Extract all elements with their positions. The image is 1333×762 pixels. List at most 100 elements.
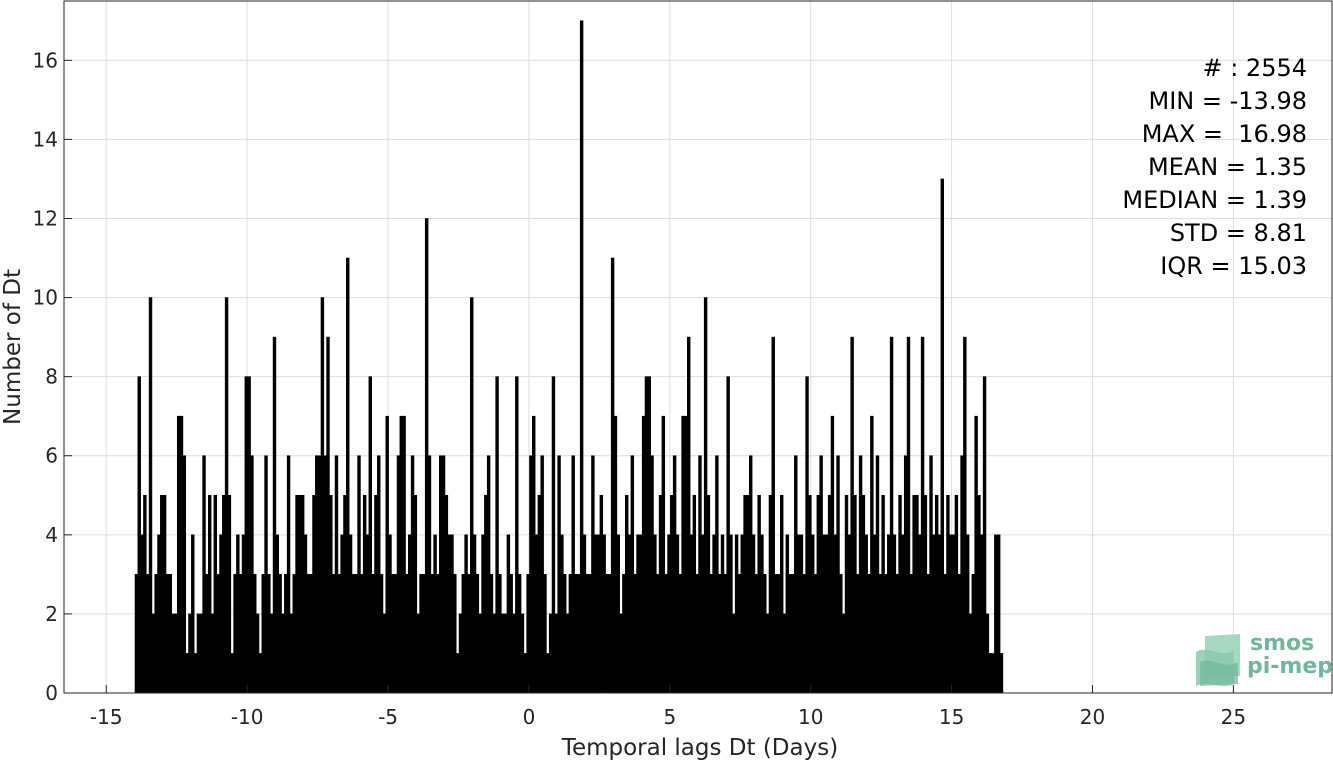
- histogram-bar: [157, 534, 161, 694]
- histogram-bar: [470, 297, 474, 694]
- histogram-bar: [729, 534, 733, 694]
- histogram-bar: [808, 494, 812, 694]
- histogram-bar: [788, 574, 792, 694]
- histogram-bar: [791, 574, 795, 694]
- logo-wave-icon: [1196, 634, 1240, 686]
- histogram-bar: [918, 534, 922, 694]
- histogram-bar: [698, 455, 702, 694]
- x-axis-label: Temporal lags Dt (Days): [561, 735, 838, 761]
- histogram-bar: [639, 534, 643, 694]
- histogram-bar: [300, 494, 305, 694]
- histogram-bar: [844, 494, 849, 694]
- histogram-bar: [633, 574, 637, 694]
- histogram-bar: [926, 574, 930, 694]
- histogram-bar: [588, 574, 592, 694]
- histogram-bar: [137, 376, 141, 694]
- histogram-bar: [523, 653, 527, 694]
- histogram-bar: [887, 534, 891, 694]
- histogram-bar: [145, 574, 150, 694]
- histogram-bar: [475, 574, 480, 694]
- histogram-bar: [478, 613, 482, 694]
- x-tick-label: 25: [1221, 705, 1246, 729]
- histogram-bar: [670, 494, 674, 694]
- histogram-bar: [672, 455, 677, 694]
- histogram-bar: [326, 336, 330, 694]
- histogram-bar: [937, 534, 942, 694]
- histogram-bar: [207, 494, 212, 694]
- histogram-bar: [977, 494, 981, 694]
- histogram-bar: [653, 534, 657, 694]
- histogram-bar: [985, 613, 990, 694]
- x-tick-label: 20: [1080, 705, 1105, 729]
- histogram-bar: [991, 653, 995, 694]
- histogram-bar: [455, 653, 460, 694]
- histogram-bar: [379, 574, 384, 694]
- histogram-bar: [734, 534, 739, 694]
- histogram-bar: [858, 455, 863, 694]
- histogram-bar: [748, 455, 753, 694]
- histogram-bar: [954, 494, 959, 694]
- histogram-bar: [619, 613, 623, 694]
- histogram-bar: [847, 534, 852, 694]
- histogram-bar: [605, 574, 609, 694]
- histogram-bar: [726, 376, 730, 694]
- histogram-bar: [813, 574, 818, 694]
- histogram-bar: [464, 534, 468, 694]
- histogram-bar: [439, 455, 443, 694]
- histogram-bar: [715, 455, 719, 694]
- histogram-bar: [841, 613, 846, 694]
- histogram-bar: [357, 455, 361, 694]
- histogram-bar: [613, 415, 618, 694]
- x-tick-label: -5: [378, 705, 398, 729]
- histogram-bar: [661, 415, 666, 694]
- histogram-bar: [191, 534, 195, 694]
- histogram-bar: [822, 534, 826, 694]
- histogram-bar: [247, 376, 251, 694]
- x-axis-ticks: -15 -10 -5 0 5 10 15 20 25: [90, 685, 1246, 729]
- y-tick-label: 8: [45, 365, 58, 389]
- histogram-bar: [968, 613, 973, 694]
- histogram-bar: [743, 494, 747, 694]
- histogram-bar: [529, 455, 533, 694]
- histogram-bar: [861, 494, 866, 694]
- histogram-bar: [402, 415, 406, 694]
- histogram-bar: [509, 574, 513, 694]
- histogram-bars: [134, 20, 1004, 694]
- histogram-bar: [568, 574, 573, 694]
- histogram-bar: [374, 494, 378, 694]
- histogram-bar: [689, 534, 694, 694]
- histogram-bar: [988, 653, 992, 694]
- histogram-bar: [196, 613, 201, 694]
- histogram-bar: [205, 574, 209, 694]
- histogram-bar: [377, 455, 381, 694]
- plot-frame: [63, 0, 1333, 694]
- histogram-bar: [512, 613, 516, 694]
- histogram-bar: [627, 534, 632, 694]
- y-tick-label: 12: [33, 206, 58, 230]
- histogram-bar: [810, 534, 815, 694]
- histogram-bar: [143, 494, 147, 694]
- histogram-bar: [802, 574, 806, 694]
- histogram-bar: [875, 455, 880, 694]
- histogram-bar: [768, 494, 773, 694]
- histogram-bar: [179, 415, 184, 694]
- histogram-bar: [625, 494, 629, 694]
- histogram-bar: [934, 494, 939, 694]
- histogram-bar: [906, 336, 911, 694]
- histogram-bar: [360, 574, 364, 694]
- histogram-bar: [684, 415, 688, 694]
- histogram-bar: [312, 494, 316, 694]
- histogram-bar: [760, 534, 764, 694]
- histogram-bar: [444, 494, 449, 694]
- histogram-bar: [272, 336, 277, 694]
- histogram-bar: [264, 455, 268, 694]
- histogram-bar: [932, 534, 936, 694]
- histogram-bar: [655, 574, 660, 694]
- histogram-bar: [594, 534, 598, 694]
- histogram-bar: [424, 218, 429, 694]
- histogram-bar: [946, 494, 950, 694]
- histogram-bar: [337, 574, 342, 694]
- histogram-bar: [202, 455, 206, 694]
- histogram-bar: [994, 534, 998, 694]
- stat-min: MIN = -13.98: [1149, 87, 1307, 115]
